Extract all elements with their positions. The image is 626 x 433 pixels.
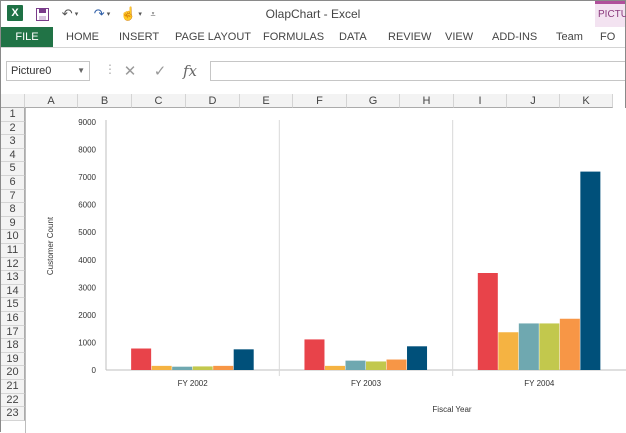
y-tick-label: 8000 [78,146,96,155]
x-category-label: FY 2004 [524,379,555,388]
row-header-10[interactable]: 10 [1,230,25,244]
column-header-b[interactable]: B [78,94,132,108]
bar-fy-2003-s3 [345,360,366,370]
row-header-17[interactable]: 17 [1,325,25,340]
y-axis-label: Customer Count [46,216,55,275]
chart-svg: 0 1000 2000 3000 4000 5000 6000 7000 8000 9000 Cus… [46,118,626,414]
row-header-5[interactable]: 5 [1,162,25,176]
customize-icon[interactable]: ⩡ [150,8,156,19]
bar-fy-2004-s2 [498,332,519,370]
bar-fy-2004-s6 [580,171,601,370]
ribbon-tab-bar: FILE HOME INSERT PAGE LAYOUT FORMULAS DA… [1,27,625,48]
redo-icon[interactable]: ↷ ▾ [93,6,111,21]
y-tick-label: 6000 [78,201,96,210]
column-header-d[interactable]: D [186,94,240,108]
column-header-c[interactable]: C [132,94,186,108]
tab-data[interactable]: DATA [339,31,367,43]
tab-view[interactable]: VIEW [445,31,474,43]
column-header-a[interactable]: A [25,94,78,108]
column-header-k[interactable]: K [560,94,613,108]
column-header-j[interactable]: J [507,94,560,108]
row-header-6[interactable]: 6 [1,176,25,190]
chevron-down-icon[interactable]: ▼ [77,66,85,75]
bar-fy-2003-s6 [407,346,428,370]
row-header-4[interactable]: 4 [1,148,25,163]
bar-fy-2002-s5 [213,365,234,370]
column-header-g[interactable]: G [347,94,400,108]
tab-formulas[interactable]: FORMULAS [263,31,325,43]
tab-insert[interactable]: INSERT [119,31,160,43]
save-icon[interactable] [33,5,51,23]
row-header-20[interactable]: 20 [1,366,25,380]
y-tick-label: 3000 [78,283,96,292]
title-bar: X ↶ ▾ ↷ ▾ ☝ ▾ ⩡ OlapChart - Excel PICTU [1,1,626,47]
row-header-2[interactable]: 2 [1,121,25,136]
tab-page-layout[interactable]: PAGE LAYOUT [175,31,252,43]
row-header-8[interactable]: 8 [1,203,25,217]
bar-fy-2002-s3 [172,366,193,370]
window-title: OlapChart - Excel [265,7,361,21]
y-tick-label: 1000 [78,338,96,347]
row-header-14[interactable]: 14 [1,284,25,299]
olap-chart-picture[interactable]: 0 1000 2000 3000 4000 5000 6000 7000 8000 9000 Cus… [25,108,626,433]
bar-fy-2004-s4 [539,323,560,370]
y-tick-label: 4000 [78,256,96,265]
bar-fy-2003-s4 [366,361,387,370]
bar-fy-2004-s3 [518,323,539,370]
column-header-e[interactable]: E [240,94,293,108]
tab-review[interactable]: REVIEW [388,31,432,43]
row-header-1[interactable]: 1 [1,108,25,122]
undo-icon[interactable]: ↶ ▾ [61,6,79,21]
formula-buttons: ✕ ✓ fx [115,61,207,81]
row-header-15[interactable]: 15 [1,298,25,312]
row-header-7[interactable]: 7 [1,189,25,204]
bar-fy-2003-s5 [386,359,407,370]
excel-app-icon[interactable]: X [7,5,23,21]
row-header-22[interactable]: 22 [1,393,25,408]
bar-fy-2002-s6 [233,349,254,370]
formula-bar: Picture0 ▼ ⋮ ✕ ✓ fx [1,48,625,94]
y-tick-label: 0 [92,366,97,375]
row-header-23[interactable]: 23 [1,407,25,421]
y-tick-label: 7000 [78,173,96,182]
tab-home[interactable]: HOME [66,31,99,43]
row-header-19[interactable]: 19 [1,352,25,367]
drag-handle-icon[interactable]: ⋮ [104,62,116,76]
row-header-13[interactable]: 13 [1,271,25,285]
name-box[interactable]: Picture0 ▼ [6,61,90,81]
column-header-h[interactable]: H [400,94,454,108]
insert-function-icon[interactable]: fx [182,62,197,80]
row-header-21[interactable]: 21 [1,380,25,394]
bar-fy-2003-s2 [324,365,345,370]
tab-team[interactable]: Team [556,31,583,43]
formula-input[interactable] [210,61,625,81]
row-header-18[interactable]: 18 [1,339,25,353]
row-header-12[interactable]: 12 [1,257,25,272]
bar-fy-2002-s2 [151,365,172,370]
row-header-9[interactable]: 9 [1,216,25,231]
x-category-label: FY 2002 [178,379,209,388]
x-category-label: FY 2003 [351,379,382,388]
tab-format[interactable]: FO [600,31,616,43]
select-all-corner[interactable] [1,94,25,108]
y-tick-label: 5000 [78,228,96,237]
cancel-icon[interactable]: ✕ [123,63,137,80]
tab-add-ins[interactable]: ADD-INS [492,31,538,43]
bar-fy-2002-s1 [131,348,152,370]
column-header-f[interactable]: F [293,94,347,108]
tab-file[interactable]: FILE [1,27,53,47]
row-header-3[interactable]: 3 [1,135,25,149]
bar-fy-2004-s1 [477,273,498,370]
bar-fy-2004-s5 [559,318,580,370]
touch-mode-icon[interactable]: ☝ ▾ [120,6,142,21]
y-tick-label: 9000 [78,118,96,127]
row-header-11[interactable]: 11 [1,244,25,258]
bar-fy-2003-s1 [304,339,325,370]
bar-fy-2002-s4 [192,366,213,370]
y-tick-label: 2000 [78,311,96,320]
enter-icon[interactable]: ✓ [153,63,167,80]
row-header-16[interactable]: 16 [1,312,25,326]
column-header-i[interactable]: I [454,94,507,108]
x-axis-label: Fiscal Year [432,405,471,414]
